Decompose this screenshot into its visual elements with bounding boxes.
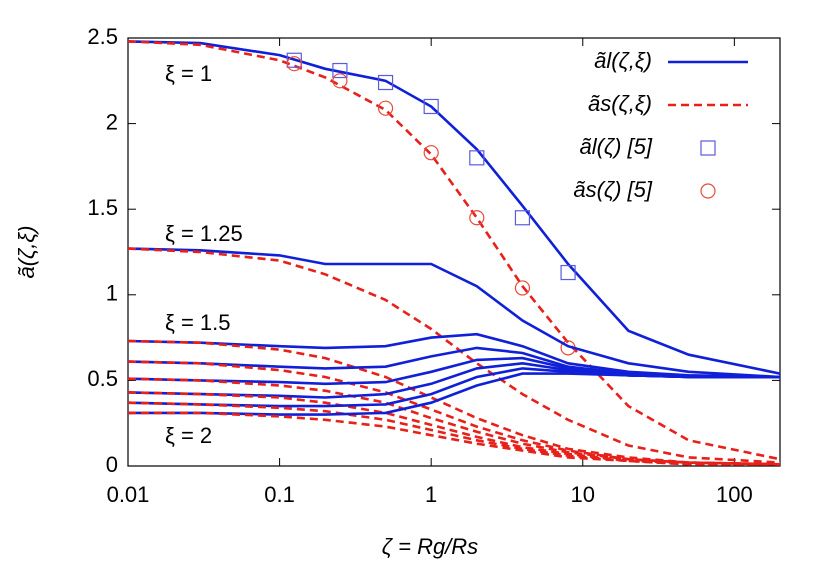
x-tick-label: 0.1 (264, 482, 295, 507)
marker (332, 73, 348, 89)
legend-label: ãs(ζ) [5] (573, 177, 653, 202)
marker (377, 100, 394, 116)
y-tick-label: 0.5 (87, 366, 118, 391)
annotation: ξ = 2 (165, 423, 212, 448)
series-line (127, 339, 781, 466)
y-tick-label: 0 (106, 452, 118, 477)
marker (286, 52, 302, 68)
series-line (127, 247, 781, 379)
annotation: ξ = 1 (165, 61, 212, 86)
x-tick-label: 100 (716, 482, 753, 507)
annotation: ξ = 1.5 (165, 310, 231, 335)
y-tick-label: 2.5 (87, 24, 118, 49)
series-line (127, 40, 781, 375)
y-tick-label: 2 (106, 109, 118, 134)
marker (377, 74, 394, 91)
marker (469, 210, 485, 226)
legend-label: ãl(ζ,ξ) (594, 48, 652, 73)
x-tick-label: 1 (425, 482, 437, 507)
y-axis-label: ã(ζ,ξ) (14, 225, 39, 278)
series-line (128, 411, 780, 466)
series-line (127, 401, 780, 466)
legend-label: ãl(ζ) [5] (579, 134, 652, 159)
series-line (127, 247, 781, 464)
marker (469, 150, 485, 166)
annotation: ξ = 1.25 (165, 221, 243, 246)
series-line (127, 346, 780, 379)
x-tick-label: 10 (571, 482, 595, 507)
plot-frame (127, 37, 781, 467)
legend-swatch (700, 140, 716, 156)
series-line (127, 360, 781, 466)
marker (514, 210, 531, 226)
marker (560, 264, 576, 281)
series-line (127, 377, 781, 466)
series-line (127, 391, 781, 466)
marker (423, 145, 439, 161)
marker (286, 56, 302, 72)
marker (423, 98, 439, 115)
legend-swatch (700, 183, 716, 199)
series-line (127, 332, 781, 379)
marker (332, 62, 348, 79)
x-axis-label: ζ = Rg/Rs (382, 534, 478, 559)
marker (514, 280, 531, 296)
x-tick-label: 0.01 (107, 482, 150, 507)
y-tick-label: 1 (106, 281, 118, 306)
legend-label: ãs(ζ,ξ) (588, 91, 652, 116)
series-line (128, 372, 780, 416)
series-line (127, 40, 781, 461)
y-tick-label: 1.5 (87, 195, 118, 220)
